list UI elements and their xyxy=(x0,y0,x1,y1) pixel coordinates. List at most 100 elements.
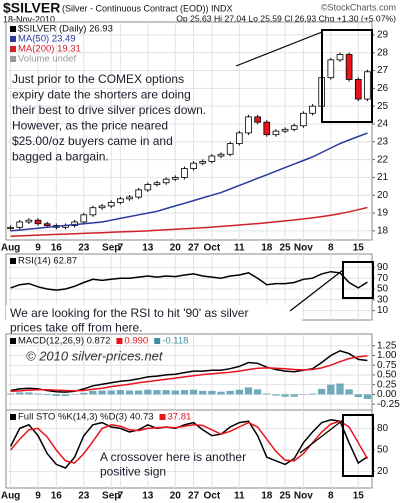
candle xyxy=(345,54,353,80)
candle xyxy=(7,226,14,229)
annotation-text: their best to drive silver prices down. xyxy=(12,103,206,117)
candle xyxy=(153,182,161,185)
annotation-text: We are looking for the RSI to hit '90' a… xyxy=(10,306,248,320)
y-tick-label: 29 xyxy=(377,30,389,41)
legend-label: $SILVER (Daily) 26.93 xyxy=(18,24,113,35)
annotation-text: $25.00/oz buyers came in and xyxy=(12,134,173,148)
y-tick-label: 25 xyxy=(377,101,389,112)
annotation-text: Just prior to the COMEX options xyxy=(12,72,184,86)
candle xyxy=(107,201,115,207)
legend-label: 37.81 xyxy=(168,412,192,423)
histogram-bar xyxy=(25,392,33,395)
x-tick-label: 13 xyxy=(142,491,154,502)
histogram-bar xyxy=(80,392,88,395)
y-tick-label: 21 xyxy=(377,172,389,183)
candle xyxy=(199,160,207,164)
histogram-bar xyxy=(98,390,106,395)
legend-swatch xyxy=(10,36,16,42)
y-tick-label: -0.25 xyxy=(377,399,400,410)
x-tick-label: 9 xyxy=(35,243,41,254)
candle xyxy=(34,219,42,225)
annotation-text: A crossover here is another xyxy=(100,450,246,464)
y-tick-label: 22 xyxy=(377,154,389,165)
candle xyxy=(126,196,133,200)
candle xyxy=(254,116,261,123)
histogram-bar xyxy=(52,394,60,396)
histogram-bar xyxy=(189,389,198,395)
candle xyxy=(309,105,316,114)
candle xyxy=(327,59,335,79)
histogram-bar xyxy=(263,393,271,395)
quote: Op 25.63 Hi 27.04 Lo 25.59 Cl 26.93 Chg … xyxy=(176,13,396,23)
histogram-bar xyxy=(180,390,189,395)
watermark: © 2010 silver-prices.net xyxy=(26,348,164,363)
x-tick-label: 9 xyxy=(35,491,41,502)
x-tick-label: 11 xyxy=(234,243,245,254)
y-tick-label: 50 xyxy=(377,445,389,456)
x-tick-label: Oct xyxy=(204,243,221,254)
x-tick-label: 23 xyxy=(78,243,90,254)
x-tick-label: 18 xyxy=(261,243,273,254)
x-tick-label: Sep xyxy=(102,243,120,254)
candle xyxy=(80,214,88,223)
histogram-bar xyxy=(354,394,362,398)
histogram-bar xyxy=(162,390,170,395)
legend-swatch xyxy=(10,26,16,32)
pointer-line xyxy=(299,419,344,454)
histogram-bar xyxy=(308,393,317,395)
histogram-bar xyxy=(16,392,24,395)
series-line xyxy=(10,420,369,464)
candle xyxy=(25,219,33,223)
candle xyxy=(226,143,234,155)
x-tick-label: Oct xyxy=(204,491,221,502)
histogram-bar xyxy=(217,391,225,395)
y-tick-label: 0.00 xyxy=(377,389,397,400)
candle xyxy=(135,189,143,198)
y-tick-label: 26 xyxy=(377,83,389,94)
histogram-bar xyxy=(171,390,179,395)
x-tick-label: 27 xyxy=(188,491,200,502)
histogram-bar xyxy=(208,390,216,395)
annotation-text: bagged a bargain. xyxy=(12,150,109,164)
candle xyxy=(300,112,307,127)
annotation-text: positive sign xyxy=(100,465,166,479)
legend-label: 0.990 xyxy=(124,336,148,347)
histogram-bar xyxy=(244,387,253,395)
histogram-bar xyxy=(61,394,70,396)
x-tick-label: 13 xyxy=(142,243,154,254)
y-tick-label: 1.00 xyxy=(377,350,397,361)
series-line xyxy=(10,270,368,291)
candle xyxy=(181,168,188,178)
y-tick-label: 1.25 xyxy=(377,340,397,351)
x-tick-label: 8 xyxy=(328,243,334,254)
candle xyxy=(43,223,51,226)
y-tick-label: 24 xyxy=(377,119,389,130)
y-tick-label: 90 xyxy=(377,262,389,273)
histogram-bar xyxy=(336,383,344,395)
legend-swatch xyxy=(10,414,16,420)
candle xyxy=(117,198,124,203)
histogram-bar xyxy=(272,394,280,396)
candle xyxy=(171,177,179,180)
symbol: $SILVER xyxy=(3,0,60,16)
candle xyxy=(281,128,289,132)
x-tick-label: Aug xyxy=(1,243,20,254)
x-tick-label: 15 xyxy=(353,491,365,502)
candle xyxy=(336,54,344,61)
histogram-bar xyxy=(235,389,243,395)
annotation-text: However, as the price neared xyxy=(12,119,168,133)
histogram-bar xyxy=(89,390,97,395)
y-tick-label: 19 xyxy=(377,208,389,219)
histogram-bar xyxy=(125,390,134,395)
candle xyxy=(364,71,371,100)
legend-swatch xyxy=(10,46,16,52)
legend-label: Volume undef xyxy=(18,54,76,65)
histogram-bar xyxy=(107,390,115,395)
histogram-bar xyxy=(327,384,335,395)
candle xyxy=(89,207,97,216)
candle xyxy=(208,155,216,162)
x-tick-label: Nov xyxy=(294,491,313,502)
y-tick-label: 23 xyxy=(377,136,389,147)
highlight-box xyxy=(342,261,374,299)
legend-label: Full STO %K(14,3) %D(3) 40.73 xyxy=(18,412,154,423)
